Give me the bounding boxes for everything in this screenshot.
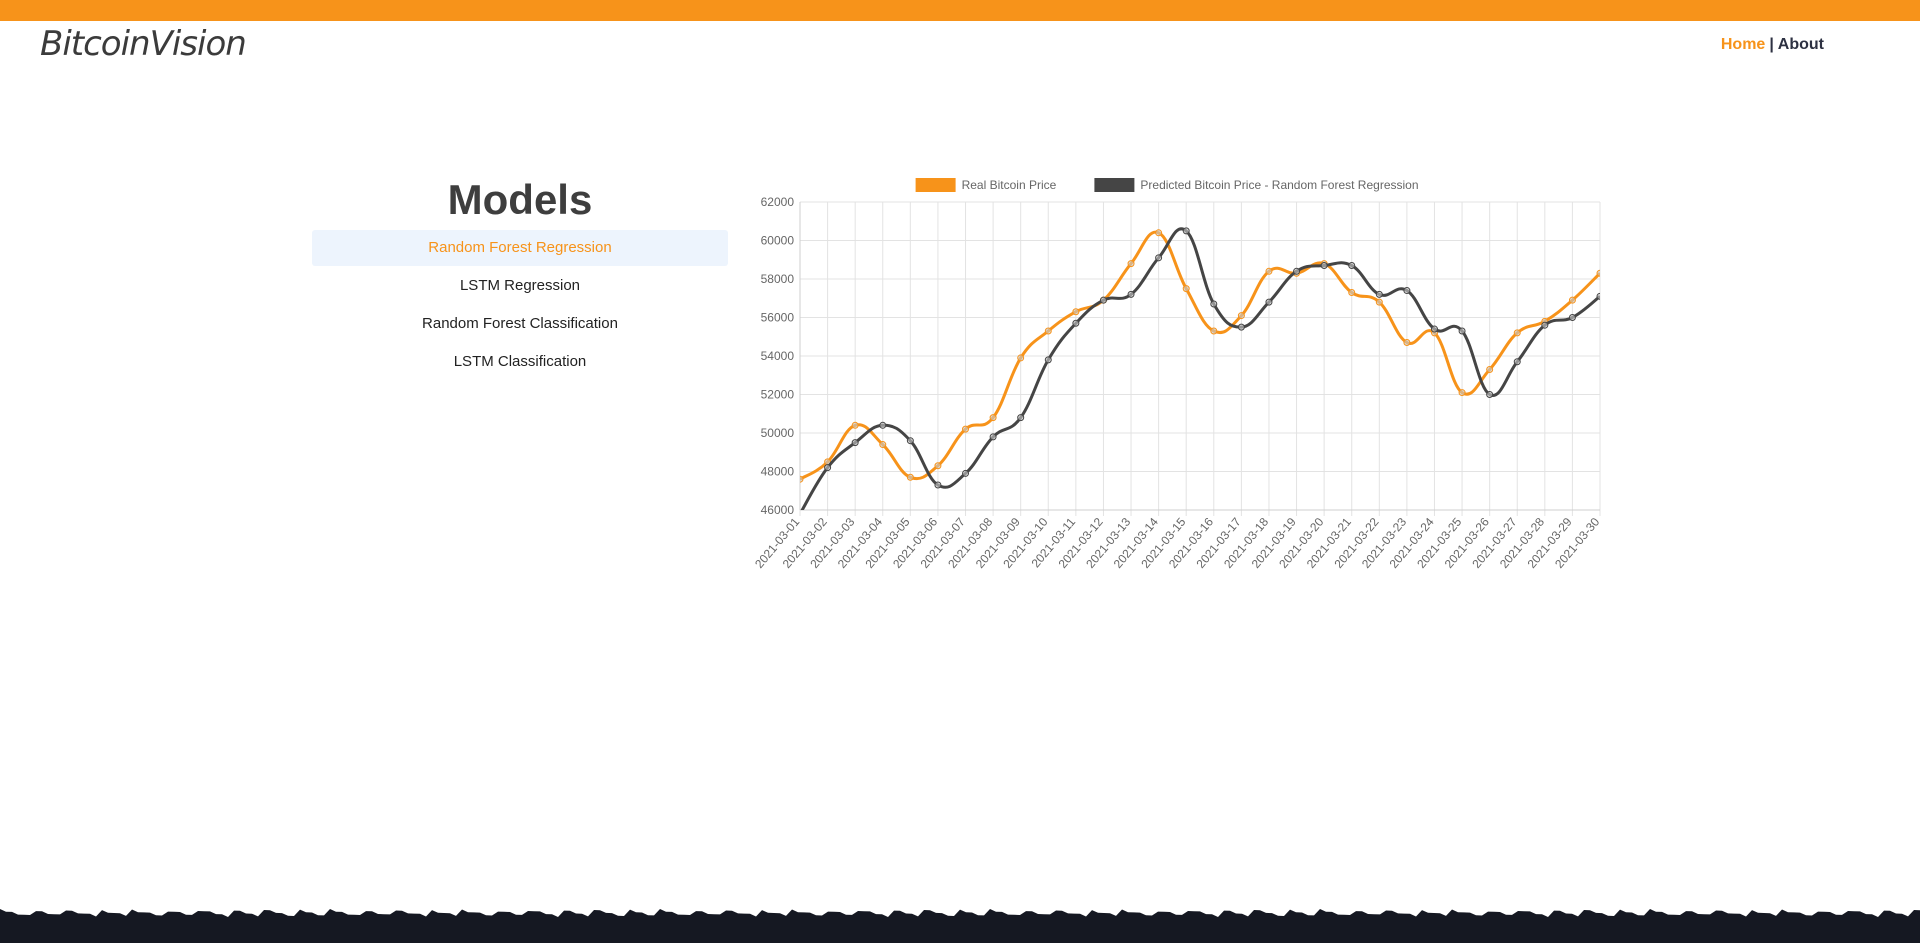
data-point (1430, 325, 1438, 333)
y-tick-label: 62000 (761, 195, 795, 209)
data-point (1293, 267, 1301, 275)
data-point (1568, 296, 1576, 304)
y-tick-label: 50000 (761, 426, 795, 440)
data-point (1513, 358, 1521, 366)
top-accent-bar (0, 0, 1920, 21)
model-item-lstm-regression[interactable]: LSTM Regression (459, 277, 581, 294)
y-tick-label: 46000 (761, 503, 795, 517)
data-point (1017, 354, 1025, 362)
data-point (1155, 229, 1163, 237)
data-point (1127, 260, 1135, 268)
y-tick-label: 58000 (761, 272, 795, 286)
model-item-random-forest-classification[interactable]: Random Forest Classification (422, 315, 618, 332)
data-point (1596, 292, 1600, 300)
data-point (1072, 319, 1080, 327)
data-point (1265, 267, 1273, 275)
data-point (1044, 356, 1052, 364)
data-point (1155, 254, 1163, 262)
price-chart: 46000 48000 50000 52000 54000 56000 58000 60000… (740, 170, 1610, 590)
data-point (1513, 329, 1521, 337)
data-point (989, 414, 997, 422)
model-list: Random Forest Regression LSTM Regression… (312, 230, 728, 380)
data-point (1182, 285, 1190, 293)
data-point (879, 421, 887, 429)
y-tick-label: 56000 (761, 311, 795, 325)
data-point (1403, 287, 1411, 295)
data-point (1486, 365, 1494, 373)
data-point (1486, 391, 1494, 398)
models-title: Models (447, 176, 593, 223)
model-item-lstm-classification[interactable]: LSTM Classification (453, 353, 587, 370)
data-point (824, 464, 832, 472)
price-chart-svg: 46000 48000 50000 52000 54000 56000 58000 60000… (752, 178, 1603, 571)
plot-area (800, 227, 1600, 510)
legend-label-0: Real Bitcoin Price (962, 178, 1057, 192)
data-point (1210, 300, 1218, 308)
data-point (1375, 290, 1383, 298)
legend-swatch-1 (1094, 178, 1135, 192)
nav-home-link[interactable]: Home (1720, 36, 1766, 53)
data-point (1348, 288, 1356, 296)
data-point (989, 433, 997, 441)
data-point (1403, 339, 1411, 347)
data-point (1375, 298, 1383, 306)
data-point (1596, 269, 1600, 277)
data-point (1017, 414, 1025, 422)
data-point (1458, 327, 1466, 335)
data-point (1237, 323, 1245, 331)
y-tick-label: 52000 (761, 388, 795, 402)
data-point (1210, 327, 1218, 335)
data-point (1541, 321, 1549, 329)
data-point (934, 462, 942, 470)
nav-separator: | (1769, 36, 1774, 53)
models-panel: Models Random Forest Regression LSTM Reg… (312, 170, 728, 382)
data-point (800, 475, 804, 483)
legend-swatch-0 (915, 178, 956, 192)
data-point (1568, 314, 1576, 321)
data-point (962, 469, 970, 477)
data-point (934, 481, 942, 489)
data-point (1265, 298, 1273, 306)
data-point (851, 439, 859, 447)
data-point (1182, 227, 1190, 235)
data-point (1348, 262, 1356, 270)
y-tick-label: 54000 (761, 349, 795, 363)
data-point (1320, 262, 1328, 270)
data-point (1458, 389, 1466, 397)
footer-torn-edge (0, 909, 1920, 943)
y-tick-label: 60000 (761, 234, 795, 248)
data-point (1044, 327, 1052, 335)
data-point (1072, 308, 1080, 316)
data-point (1127, 290, 1135, 298)
data-point (1099, 296, 1107, 304)
chart-legend: Real Bitcoin Price Predicted Bitcoin Pric… (915, 178, 1419, 192)
nav-about-link[interactable]: About (1777, 36, 1824, 53)
data-point (906, 437, 914, 445)
data-point (906, 473, 914, 481)
legend-label-1: Predicted Bitcoin Price - Random Forest … (1140, 178, 1418, 192)
data-point (962, 425, 970, 433)
data-point (879, 441, 887, 449)
data-point (851, 421, 859, 429)
model-item-random-forest-regression[interactable]: Random Forest Regression (312, 230, 728, 266)
brand-logo[interactable]: BitcoinVision (40, 24, 247, 64)
main-nav: Home | About (1721, 36, 1824, 54)
data-point (1237, 312, 1245, 320)
y-tick-label: 48000 (761, 465, 795, 479)
